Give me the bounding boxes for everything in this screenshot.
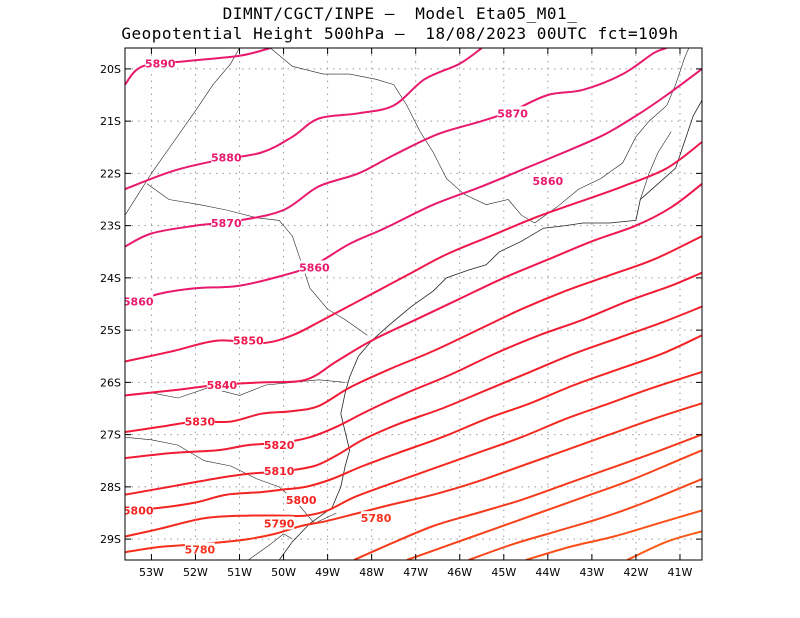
contour-label-text: 5870 [211, 217, 242, 230]
state-border [534, 48, 690, 224]
contour-label-text: 5890 [145, 58, 176, 71]
coastline [278, 100, 702, 560]
x-tick-label: 53W [139, 566, 164, 579]
contour-5740 [525, 509, 702, 560]
contour-5790 [125, 370, 702, 538]
contour-label-text: 5840 [207, 379, 238, 392]
state-border [125, 48, 240, 216]
contour-5760 [406, 449, 702, 560]
axis-ticks: 53W 52W 51W 50W 49W 48W 47W 46W 45W 44W 43W 42W 41W 2… [100, 48, 702, 579]
contour-5870 [125, 48, 668, 248]
y-tick-label: 26S [100, 376, 121, 389]
contour-label-text: 5820 [264, 439, 295, 452]
contour-label-text: 5800 [286, 494, 317, 507]
map-frame [124, 47, 703, 561]
contour-5780 [125, 402, 702, 554]
lat-lon-grid [125, 48, 702, 560]
contour-label-5820: 5820 [264, 438, 295, 452]
x-tick-label: 46W [447, 566, 472, 579]
y-tick-label: 21S [100, 115, 121, 128]
contour-label-5870: 5870 [497, 106, 528, 120]
contour-5770 [353, 433, 702, 560]
contour-5840 [125, 183, 702, 397]
y-tick-label: 29S [100, 533, 121, 546]
contour-label-text: 5880 [211, 152, 242, 165]
y-tick-label: 24S [100, 272, 121, 285]
contour-5810 [125, 305, 702, 496]
contour-label-5780: 5780 [185, 542, 216, 557]
contour-5830 [125, 235, 702, 433]
contour-5800 [125, 334, 702, 512]
contour-5820 [125, 271, 702, 460]
contour-label-text: 5860 [299, 261, 330, 274]
x-tick-label: 48W [359, 566, 384, 579]
state-border [640, 131, 672, 200]
x-tick-label: 50W [271, 566, 296, 579]
contour-5750 [468, 478, 702, 560]
y-tick-label: 28S [100, 481, 121, 494]
contour-label-text: 5850 [233, 335, 264, 348]
contour-label-5830: 5830 [185, 414, 216, 429]
contour-label-5800: 5800 [286, 492, 317, 507]
state-border [125, 436, 337, 524]
height-contours [125, 48, 702, 560]
x-tick-label: 51W [227, 566, 252, 579]
contour-label-5860: 5860 [533, 174, 564, 188]
map-title-line-2: Geopotential Height 500hPa – 18/08/2023 … [121, 24, 679, 43]
contour-label-5890: 5890 [145, 56, 176, 71]
x-tick-label: 52W [183, 566, 208, 579]
state-border [248, 533, 293, 560]
contour-label-5860: 5860 [123, 294, 154, 308]
contour-label-5870: 5870 [211, 216, 242, 230]
contour-label-5860: 5860 [299, 260, 330, 274]
coastline-path [278, 100, 702, 560]
contour-label-5850: 5850 [233, 333, 264, 348]
state-border [125, 379, 346, 399]
x-tick-label: 42W [623, 566, 648, 579]
contour-label-text: 5810 [264, 465, 295, 478]
contour-5730 [626, 530, 702, 560]
x-tick-label: 44W [535, 566, 560, 579]
contour-label-text: 5780 [185, 544, 216, 557]
contour-label-text: 5860 [533, 175, 564, 188]
y-tick-label: 22S [100, 167, 121, 180]
contour-label-text: 5830 [185, 416, 216, 429]
contour-5850 [125, 141, 702, 363]
contour-label-text: 5800 [123, 504, 154, 517]
political-borders [125, 48, 690, 560]
contour-label-5810: 5810 [264, 464, 295, 478]
x-tick-label: 49W [315, 566, 340, 579]
y-tick-label: 27S [100, 429, 121, 442]
contour-5890 [125, 48, 271, 86]
contour-labels: 5890 5880 5870 5870 5860 5860 5860 5850 5840 5830… [123, 56, 564, 557]
contour-label-5880: 5880 [211, 150, 242, 165]
contour-5860 [125, 68, 702, 305]
contour-label-text: 5780 [361, 512, 392, 525]
contour-label-5790: 5790 [264, 516, 295, 530]
state-border [270, 48, 535, 224]
x-tick-label: 45W [491, 566, 516, 579]
contour-5880 [125, 48, 483, 191]
map-title-line-1: DIMNT/CGCT/INPE – Model Eta05_M01_ [222, 4, 578, 23]
contour-label-text: 5870 [497, 107, 528, 120]
contour-label-text: 5860 [123, 295, 154, 308]
contour-label-5780: 5780 [361, 511, 392, 525]
x-tick-label: 43W [579, 566, 604, 579]
contour-label-text: 5790 [264, 517, 295, 530]
y-tick-label: 23S [100, 220, 121, 233]
x-tick-label: 41W [668, 566, 693, 579]
contour-label-5800: 5800 [123, 503, 154, 517]
x-tick-label: 47W [403, 566, 428, 579]
state-border [146, 183, 368, 336]
contour-label-5840: 5840 [207, 377, 238, 392]
y-tick-label: 20S [100, 63, 121, 76]
y-tick-label: 25S [100, 324, 121, 337]
